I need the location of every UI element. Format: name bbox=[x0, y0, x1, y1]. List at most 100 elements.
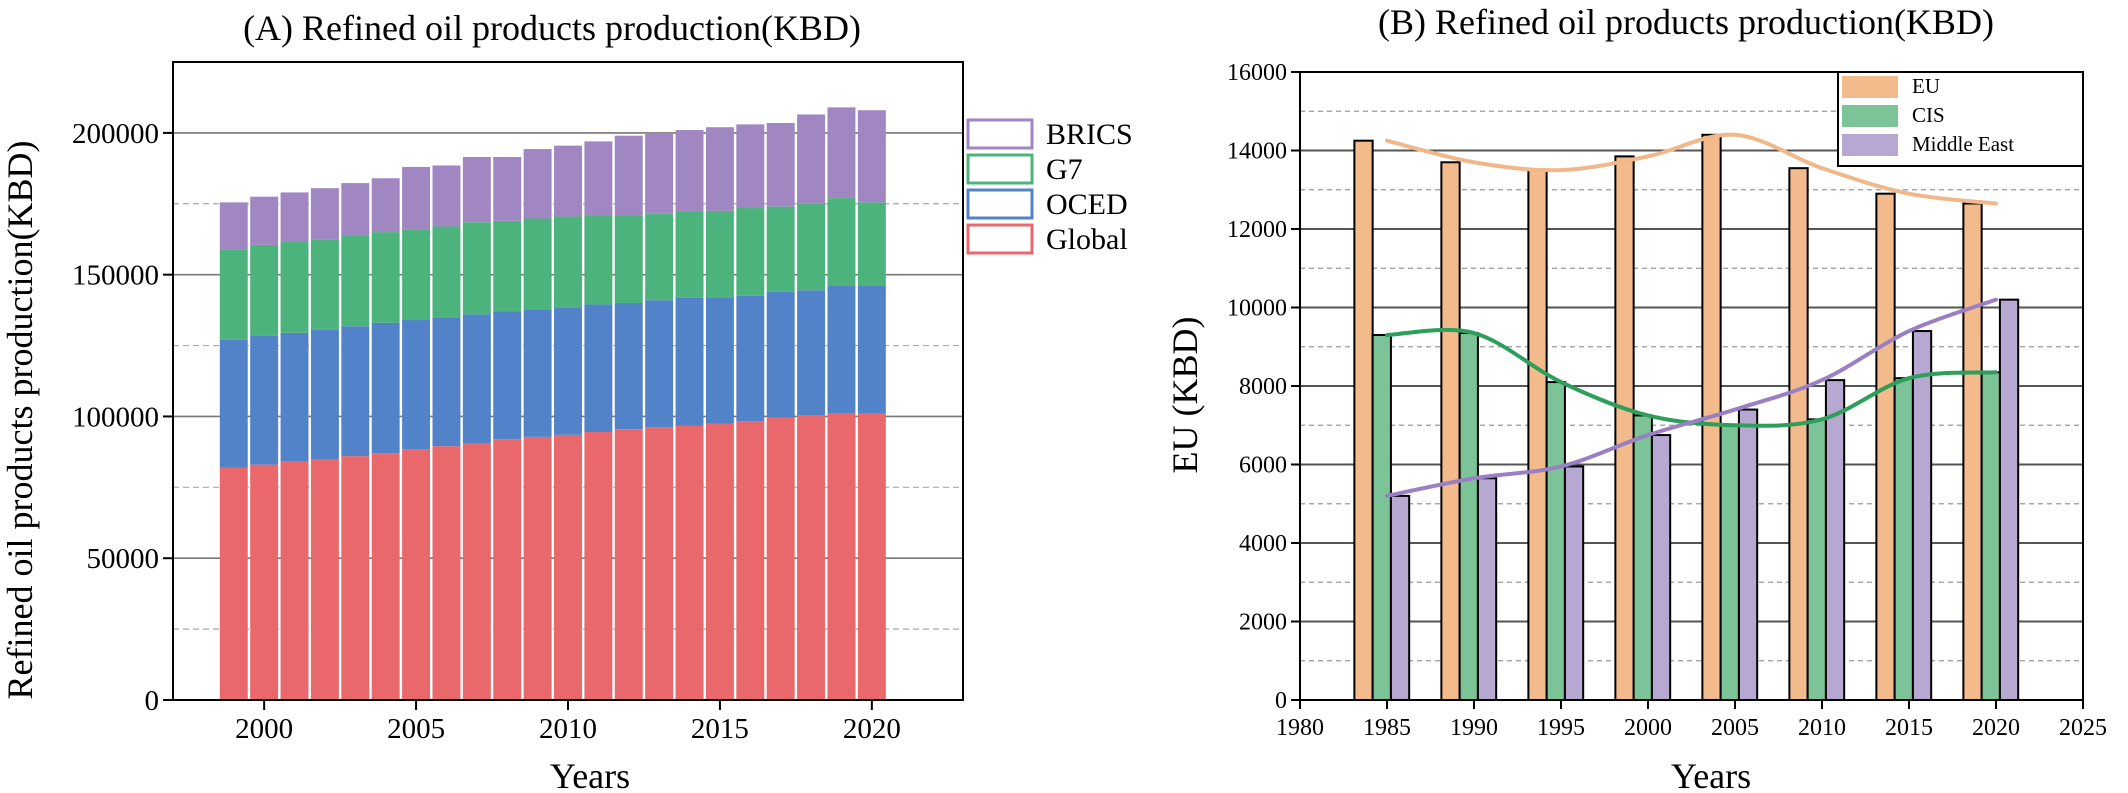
panel-b-x-tick-label: 1995 bbox=[1537, 715, 1585, 741]
panel-b-bar-middle-east bbox=[1911, 330, 1933, 701]
panel-a-bar-brics bbox=[797, 114, 826, 204]
panel-b-bar-cis bbox=[1893, 377, 1914, 701]
panel-a-bar-g7 bbox=[310, 239, 339, 330]
panel-a-bar-global bbox=[310, 458, 339, 700]
panel-a-bar-g7 bbox=[280, 242, 309, 333]
panel-a-bar-global bbox=[797, 415, 826, 700]
panel-a-bar-global bbox=[645, 427, 674, 700]
panel-a-bar-oced bbox=[766, 291, 795, 418]
panel-a-bar-brics bbox=[310, 188, 339, 240]
panel-b-legend: EU CIS Middle East bbox=[1837, 71, 2084, 167]
panel-b-y-tick-label: 12000 bbox=[1227, 217, 1287, 243]
panel-a-bar-global bbox=[462, 443, 491, 700]
panel-a-bar-oced bbox=[827, 286, 856, 414]
panel-b-legend-swatch-middle-east bbox=[1842, 134, 1898, 156]
panel-a-bar-g7 bbox=[797, 203, 826, 291]
panel-a-legend-swatch-oced bbox=[966, 188, 1034, 220]
panel-a-bar-oced bbox=[614, 303, 643, 430]
panel-a-bar-g7 bbox=[705, 210, 734, 298]
panel-a-bar-brics bbox=[493, 156, 522, 221]
panel-a-bar-g7 bbox=[462, 222, 491, 315]
panel-a-bar-oced bbox=[523, 309, 552, 437]
panel-a-bar-g7 bbox=[645, 213, 674, 301]
panel-a-bar-oced bbox=[402, 320, 431, 450]
panel-a-y-tick-label: 150000 bbox=[72, 260, 159, 292]
panel-a-legend-label-g7: G7 bbox=[1046, 153, 1083, 186]
panel-a-bar-g7 bbox=[736, 208, 765, 296]
panel-a-legend-swatch-global bbox=[966, 223, 1034, 255]
panel-a-bar-g7 bbox=[857, 202, 886, 287]
panel-b-bar-eu bbox=[1962, 202, 1983, 702]
panel-b-bar-middle-east bbox=[1998, 298, 2020, 701]
panel-b-legend-label-eu: EU bbox=[1912, 74, 1940, 98]
panel-a-bar-brics bbox=[219, 202, 248, 250]
panel-b-bar-cis bbox=[1371, 333, 1392, 701]
panel-b: (B) Refined oil products production(KBD)… bbox=[1165, 2, 2107, 793]
panel-a-bar-g7 bbox=[523, 218, 552, 310]
panel-a-bar-oced bbox=[705, 297, 734, 424]
panel-a-bar-brics bbox=[736, 124, 765, 209]
panel-a-y-tick-label: 50000 bbox=[87, 543, 160, 575]
panel-a-bar-g7 bbox=[250, 244, 279, 336]
panel-a-bar-brics bbox=[857, 110, 886, 203]
panel-b-bar-middle-east bbox=[1476, 477, 1498, 701]
panel-a-bar-oced bbox=[250, 335, 279, 465]
panel-a-bar-global bbox=[371, 453, 400, 700]
panel-a-bar-g7 bbox=[827, 198, 856, 287]
panel-a-bar-global bbox=[736, 421, 765, 700]
panel-a-bar-brics bbox=[827, 107, 856, 199]
panel-a-bar-global bbox=[857, 413, 886, 700]
panel-a-bar-global bbox=[705, 423, 734, 700]
panel-b-bar-eu bbox=[1527, 169, 1548, 701]
panel-b-trend-line-eu bbox=[1385, 132, 1998, 206]
panel-a-bar-brics bbox=[280, 192, 309, 243]
panel-a-bar-g7 bbox=[341, 235, 370, 327]
panel-b-x-tick-label: 2005 bbox=[1711, 715, 1759, 741]
panel-a-bar-oced bbox=[280, 332, 309, 462]
panel-b-trend-lines bbox=[1385, 132, 1998, 498]
panel-b-x-tick-label: 1985 bbox=[1363, 715, 1411, 741]
panel-a-x-tick-label: 2000 bbox=[235, 713, 293, 745]
panel-b-bar-eu bbox=[1440, 161, 1461, 701]
panel-a-bar-brics bbox=[584, 141, 613, 216]
panel-a-bar-global bbox=[402, 449, 431, 700]
panel-a-bar-global bbox=[766, 417, 795, 700]
panel-a-ticks: 0 50000 100000 150000 200000 2000 2005 2010 2015… bbox=[72, 118, 901, 745]
panel-a-x-tick-label: 2015 bbox=[691, 713, 749, 745]
panel-b-y-tick-label: 8000 bbox=[1239, 374, 1287, 400]
panel-b-bar-cis bbox=[1458, 332, 1479, 701]
panel-b-bars bbox=[1353, 133, 2020, 702]
panel-b-x-tick-label: 2010 bbox=[1798, 715, 1846, 741]
panel-b-bar-middle-east bbox=[1389, 494, 1411, 701]
panel-a-bar-g7 bbox=[493, 220, 522, 312]
panel-a-bar-global bbox=[584, 432, 613, 700]
panel-a-bar-brics bbox=[250, 196, 279, 245]
panel-a-bar-g7 bbox=[554, 216, 582, 308]
panel-b-bar-cis bbox=[1632, 414, 1653, 701]
panel-b-x-axis-label: Years bbox=[1671, 756, 1751, 793]
panel-a-bar-global bbox=[341, 456, 370, 700]
panel-a-bar-global bbox=[827, 413, 856, 700]
panel-a-bar-brics bbox=[554, 145, 582, 217]
panel-b-bar-middle-east bbox=[1824, 379, 1846, 701]
panel-a-bar-g7 bbox=[675, 211, 704, 298]
panel-b-y-tick-label: 2000 bbox=[1239, 610, 1287, 636]
panel-a-bars bbox=[219, 107, 886, 700]
panel-a-bar-global bbox=[523, 436, 552, 700]
panel-b-y-axis-label: EU (KBD) bbox=[1165, 317, 1205, 474]
panel-a-bar-brics bbox=[432, 165, 461, 227]
panel-a-bar-g7 bbox=[432, 226, 461, 318]
panel-a-y-tick-label: 200000 bbox=[72, 118, 159, 150]
panel-b-bar-eu bbox=[1353, 139, 1374, 701]
panel-b-legend-swatch-eu bbox=[1842, 76, 1898, 98]
panel-a-x-tick-label: 2010 bbox=[539, 713, 597, 745]
panel-a-bar-g7 bbox=[584, 215, 613, 305]
panel-b-bar-eu bbox=[1788, 167, 1809, 702]
panel-a-bar-brics bbox=[402, 166, 431, 230]
panel-a-bar-global bbox=[280, 461, 309, 700]
panel-b-bar-cis bbox=[1545, 381, 1566, 701]
panel-a-bar-oced bbox=[645, 300, 674, 428]
panel-a-bar-oced bbox=[462, 314, 491, 444]
panel-a-bar-brics bbox=[766, 122, 795, 207]
panel-a-bar-brics bbox=[523, 149, 552, 219]
